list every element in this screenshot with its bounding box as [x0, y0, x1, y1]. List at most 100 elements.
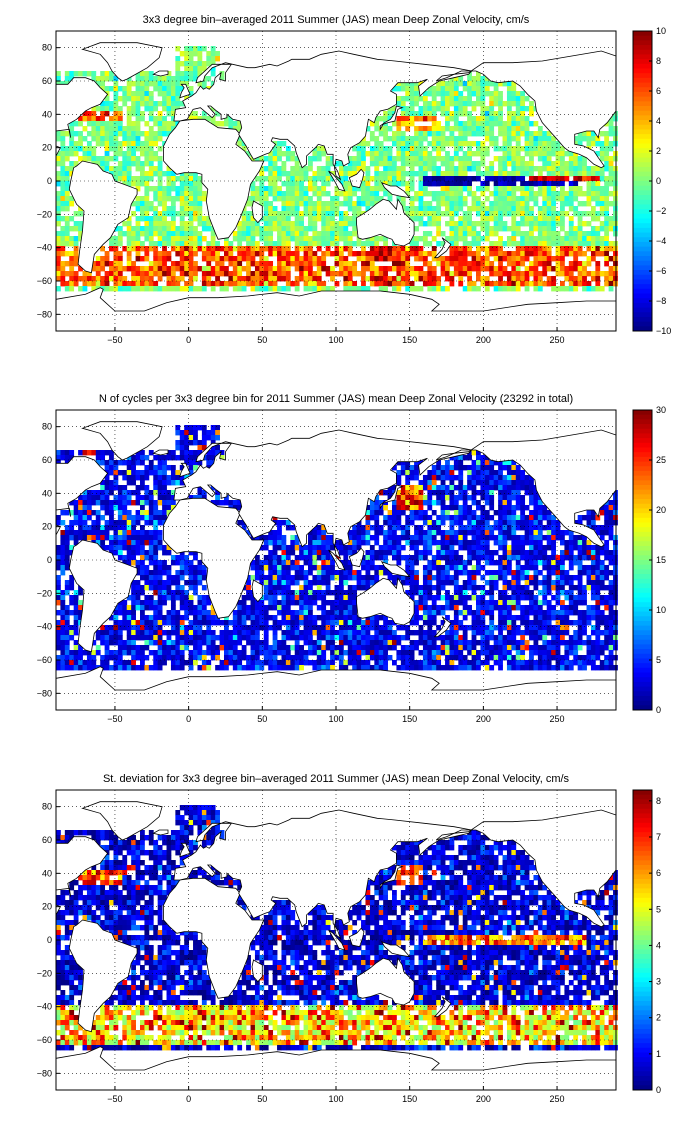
bin-cell	[290, 565, 296, 571]
bin-cell	[515, 266, 521, 272]
bin-cell	[268, 565, 274, 571]
bin-cell	[241, 286, 247, 292]
bin-cell	[312, 550, 318, 556]
bin-cell	[197, 51, 203, 57]
bin-cell	[197, 560, 203, 566]
bin-cell	[281, 565, 287, 571]
bin-cell	[316, 535, 322, 541]
bin-cell	[515, 276, 521, 282]
bin-cell	[396, 515, 402, 521]
bin-cell	[277, 266, 282, 272]
bin-cell	[568, 271, 574, 277]
bin-cell	[135, 96, 141, 102]
bin-cell	[467, 151, 472, 157]
bin-cell	[69, 216, 75, 222]
bin-cell	[109, 131, 114, 137]
bin-cell	[126, 480, 132, 486]
bin-cell	[109, 141, 114, 147]
bin-cell	[69, 261, 75, 267]
bin-cell	[131, 475, 136, 481]
bin-cell	[577, 161, 583, 167]
bin-cell	[436, 460, 442, 466]
bin-cell	[162, 256, 167, 262]
bin-cell	[489, 470, 495, 476]
bin-cell	[586, 131, 592, 137]
bin-cell	[440, 475, 446, 481]
bin-cell	[458, 515, 464, 521]
panel-1: 3x3 degree bin–averaged 2011 Summer (JAS…	[37, 14, 672, 345]
bin-cell	[254, 176, 260, 182]
bin-cell	[445, 490, 450, 496]
bin-cell	[365, 166, 371, 172]
bin-cell	[281, 555, 287, 561]
bin-cell	[453, 76, 459, 82]
colorbar-segment	[633, 101, 652, 107]
bin-cell	[489, 141, 495, 147]
bin-cell	[144, 216, 150, 222]
bin-cell	[400, 106, 406, 112]
bin-cell	[427, 141, 433, 147]
bin-cell	[595, 136, 601, 142]
bin-cell	[436, 86, 442, 92]
bin-cell	[104, 261, 110, 267]
bin-cell	[400, 196, 406, 202]
bin-cell	[126, 146, 132, 152]
bin-cell	[498, 256, 503, 262]
bin-cell	[458, 505, 464, 511]
bin-cell	[140, 86, 145, 92]
bin-cell	[392, 281, 397, 287]
bin-cell	[308, 271, 313, 277]
bin-cell	[277, 176, 282, 182]
colorbar-segment	[633, 274, 652, 280]
bin-cell	[577, 176, 583, 182]
bin-cell	[524, 251, 530, 257]
bin-cell	[144, 181, 150, 187]
bin-cell	[193, 425, 198, 431]
bin-cell	[135, 271, 141, 277]
bin-cell	[568, 281, 574, 287]
bin-cell	[352, 161, 358, 167]
bin-cell	[453, 550, 459, 556]
bin-cell	[153, 206, 159, 212]
bin-cell	[184, 435, 190, 441]
bin-cell	[140, 460, 145, 466]
bin-cell	[73, 241, 79, 247]
bin-cell	[462, 505, 468, 511]
bin-cell	[533, 271, 539, 277]
bin-cell	[445, 266, 450, 272]
bin-cell	[506, 276, 512, 282]
bin-cell	[144, 520, 150, 526]
bin-cell	[440, 171, 446, 177]
bin-cell	[78, 286, 83, 292]
bin-cell	[489, 81, 495, 87]
bin-cell	[117, 505, 123, 511]
bin-cell	[422, 545, 428, 551]
bin-cell	[95, 261, 101, 267]
bin-cell	[100, 495, 106, 501]
bin-cell	[613, 241, 618, 247]
bin-cell	[321, 261, 327, 267]
bin-cell	[524, 196, 530, 202]
bin-cell	[520, 261, 526, 267]
bin-cell	[201, 236, 207, 242]
bin-cell	[135, 460, 141, 466]
bin-cell	[312, 176, 318, 182]
bin-cell	[418, 515, 424, 521]
bin-cell	[210, 450, 216, 456]
bin-cell	[529, 480, 534, 486]
bin-cell	[113, 146, 119, 152]
bin-cell	[378, 281, 384, 287]
bin-cell	[445, 545, 450, 551]
bin-cell	[555, 216, 561, 222]
bin-cell	[480, 505, 486, 511]
bin-cell	[471, 261, 477, 267]
bin-cell	[117, 126, 123, 132]
bin-cell	[299, 196, 304, 202]
bin-cell	[449, 131, 455, 137]
bin-cell	[498, 460, 503, 466]
bin-cell	[122, 500, 128, 506]
bin-cell	[613, 256, 618, 262]
bin-cell	[259, 166, 265, 172]
bin-cell	[453, 530, 459, 536]
bin-cell	[157, 91, 163, 97]
